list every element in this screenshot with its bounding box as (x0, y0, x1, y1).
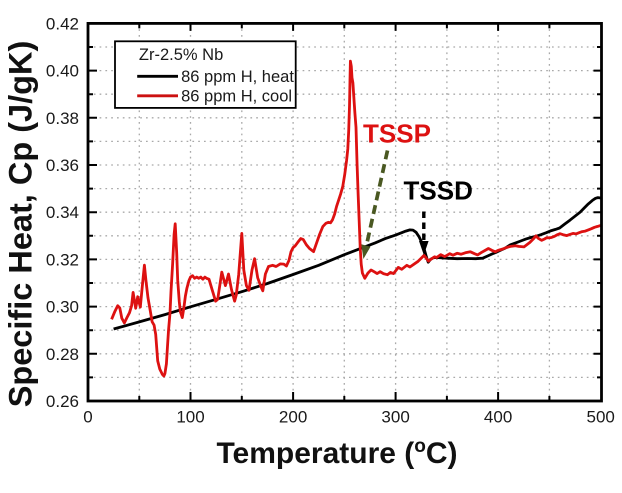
svg-text:0.28: 0.28 (46, 345, 79, 364)
svg-text:200: 200 (279, 408, 307, 427)
svg-text:86 ppm H, heat: 86 ppm H, heat (181, 68, 294, 86)
svg-text:86 ppm H, cool: 86 ppm H, cool (181, 88, 292, 106)
svg-text:TSSD: TSSD (404, 176, 473, 206)
svg-text:TSSP: TSSP (363, 119, 431, 149)
svg-text:400: 400 (484, 408, 512, 427)
svg-text:0: 0 (83, 408, 92, 427)
svg-text:0.34: 0.34 (46, 203, 79, 222)
svg-text:0.42: 0.42 (46, 14, 79, 33)
svg-text:Specific Heat, Cp (J/gK): Specific Heat, Cp (J/gK) (3, 41, 39, 408)
svg-text:0.26: 0.26 (46, 392, 79, 411)
svg-text:0.40: 0.40 (46, 62, 79, 81)
svg-text:Zr-2.5% Nb: Zr-2.5% Nb (139, 46, 223, 64)
svg-text:500: 500 (587, 408, 615, 427)
svg-text:300: 300 (381, 408, 409, 427)
svg-text:0.38: 0.38 (46, 109, 79, 128)
svg-text:100: 100 (176, 408, 204, 427)
svg-text:0.30: 0.30 (46, 298, 79, 317)
svg-text:0.32: 0.32 (46, 250, 79, 269)
svg-text:0.36: 0.36 (46, 156, 79, 175)
